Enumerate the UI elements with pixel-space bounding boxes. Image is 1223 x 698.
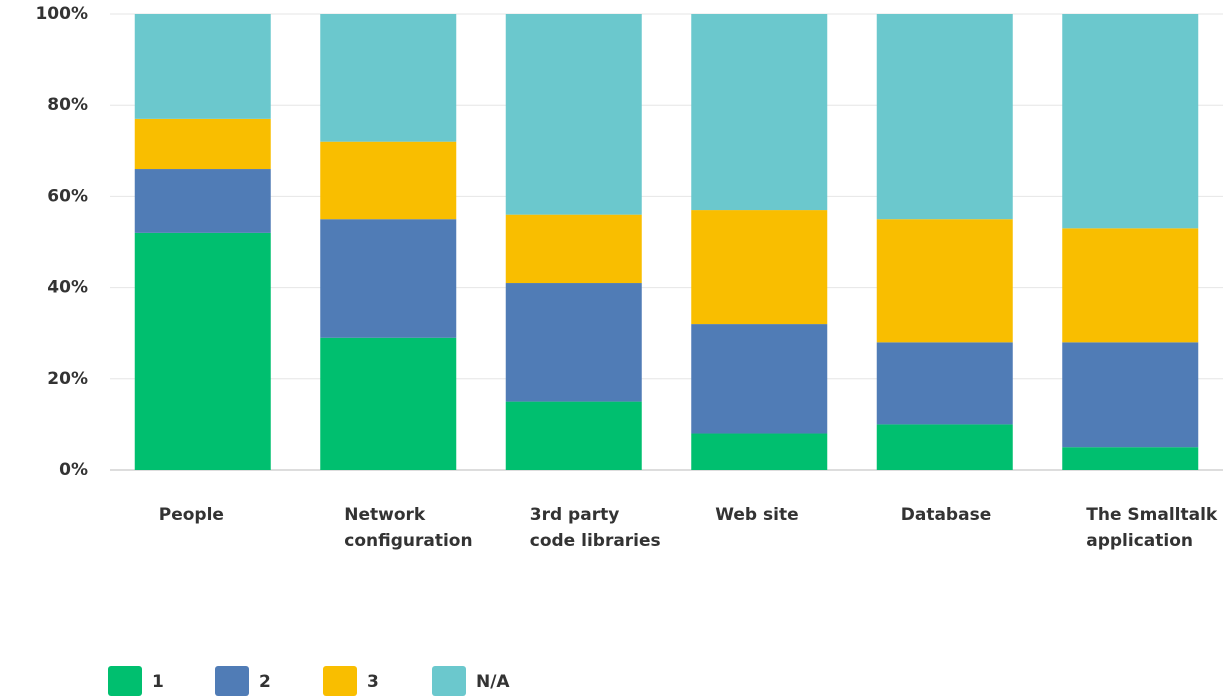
- bar-segment: [320, 141, 457, 220]
- bar-segment: [1062, 447, 1199, 470]
- legend-swatch: [108, 666, 142, 696]
- bar-segment: [134, 232, 271, 470]
- bar-segment: [691, 14, 828, 211]
- legend-swatch: [215, 666, 249, 696]
- bar-segment: [505, 214, 642, 284]
- legend-swatch: [432, 666, 466, 696]
- bar-segment: [691, 324, 828, 434]
- bar-segment: [134, 118, 271, 170]
- y-tick-label: 40%: [47, 278, 88, 298]
- y-tick-label: 100%: [35, 4, 88, 24]
- bar-segment: [876, 424, 1013, 470]
- y-tick-label: 20%: [47, 369, 88, 389]
- x-tick-label: The Smalltalk application: [1086, 505, 1218, 551]
- bar-segment: [505, 14, 642, 215]
- x-tick-label: People: [158, 505, 224, 525]
- bar-segment: [1062, 14, 1199, 229]
- legend-label: 2: [259, 672, 271, 692]
- legend-swatch: [323, 666, 357, 696]
- bar-segment: [320, 219, 457, 338]
- x-tick-label: 3rd party code libraries: [529, 505, 661, 551]
- legend-label: 1: [152, 672, 164, 692]
- y-tick-label: 60%: [47, 186, 88, 206]
- legend-label: N/A: [476, 672, 510, 692]
- bar-segment: [320, 14, 457, 142]
- bar-segment: [691, 433, 828, 470]
- bar-segment: [1062, 342, 1199, 448]
- x-tick-label: Database: [900, 505, 992, 525]
- bar-segment: [876, 342, 1013, 425]
- bar-segment: [876, 219, 1013, 343]
- bar-segment: [134, 169, 271, 233]
- legend-label: 3: [367, 672, 379, 692]
- bar-segment: [505, 401, 642, 470]
- y-tick-label: 80%: [47, 95, 88, 115]
- y-tick-label: 0%: [59, 460, 88, 480]
- bar-segment: [134, 14, 271, 119]
- bar-segment: [876, 14, 1013, 220]
- bar-segment: [505, 283, 642, 402]
- x-tick-label: Web site: [715, 505, 799, 525]
- bar-segment: [1062, 228, 1199, 343]
- x-tick-label: Network configuration: [344, 505, 473, 551]
- bar-segment: [691, 210, 828, 325]
- bar-segment: [320, 337, 457, 470]
